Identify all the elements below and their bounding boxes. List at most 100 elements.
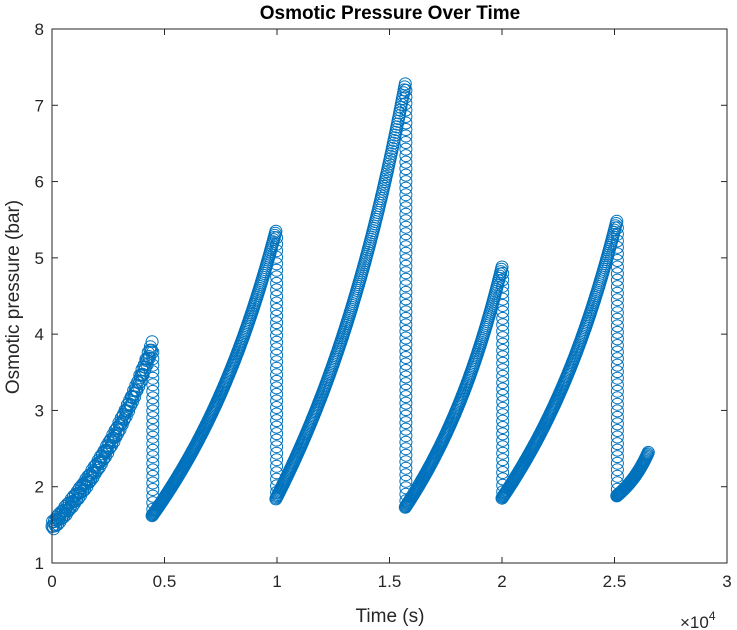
data-point [399,390,413,404]
data-point [496,292,510,306]
data-point [399,136,413,149]
data-point [610,450,624,464]
data-point [399,188,413,202]
data-point [610,463,624,477]
data-point [496,311,510,325]
data-point [399,207,413,221]
data-point [270,394,284,408]
data-point [496,433,510,447]
data-point [270,237,284,251]
data-point [146,469,160,483]
data-point [496,318,510,332]
axes: 0 0.5 1 1.5 2 2.5 3 1 2 3 4 5 6 7 8 [35,20,732,591]
data-point [610,358,624,372]
data-point [270,290,284,303]
data-point [146,483,160,496]
data-point [610,404,624,418]
data-point [610,430,624,444]
data-point [399,455,413,469]
data-point [399,435,413,449]
data-point [496,286,510,300]
data-point [496,382,510,396]
data-point [610,424,624,437]
data-point [399,246,413,260]
data-point [270,459,284,473]
data-point [146,450,160,464]
data-point [270,433,284,447]
data-point [399,338,413,351]
data-point [399,442,413,456]
data-point [399,357,413,371]
data-point [610,260,624,274]
data-point [610,345,624,359]
data-point [398,77,412,91]
data-point [496,299,510,312]
data-point [399,279,413,293]
data-point [496,427,510,441]
y-tick-label: 8 [35,20,44,39]
data-point [399,194,413,208]
data-point [270,244,284,258]
data-point [270,303,284,316]
x-tick-label: 0.5 [153,572,177,591]
data-point [146,352,160,366]
data-point [610,384,624,398]
data-point [71,492,85,505]
data-point [610,371,624,385]
data-point [610,299,624,313]
data-point [270,374,284,388]
y-tick-label: 1 [35,554,44,573]
data-point [610,273,624,287]
data-point [399,422,413,436]
data-point [270,401,284,414]
data-point [399,123,413,136]
data-point [399,266,413,280]
data-point [399,259,413,273]
data-point [399,364,413,377]
x-tick-label: 1.5 [378,572,402,591]
data-point [496,344,510,357]
data-markers [45,77,655,536]
x-tick-label: 3 [722,572,731,591]
data-point [399,292,413,306]
x-tick-label: 1 [272,572,281,591]
data-point [399,233,413,247]
data-point [399,377,413,391]
x-tick-label: 2 [497,572,506,591]
data-point [399,162,413,176]
data-point [610,240,624,254]
data-point [399,155,413,169]
data-point [610,456,624,470]
data-point [146,430,160,444]
data-point [610,437,624,451]
data-point [270,335,284,349]
data-point [270,283,284,297]
data-point [123,399,137,413]
data-point [270,342,284,356]
x-exponent-base: ×10 [680,613,709,630]
data-point [496,466,510,479]
data-point [270,276,284,290]
data-point [399,344,413,358]
data-point [270,309,284,323]
data-point [270,453,284,467]
data-point [146,378,160,392]
data-point [496,446,510,460]
y-tick-label: 3 [35,401,44,420]
data-point [610,352,624,366]
data-point [270,329,284,343]
data-point [270,387,284,401]
data-point [399,175,413,189]
data-point [496,356,510,370]
data-point [399,103,413,117]
data-point [496,459,510,473]
data-point [146,345,160,359]
data-point [399,370,413,384]
data-point [270,316,284,330]
data-point [399,305,413,319]
data-point [399,97,413,110]
data-point [270,368,284,382]
data-point [270,440,284,454]
data-point [496,376,510,390]
data-point [399,253,413,267]
